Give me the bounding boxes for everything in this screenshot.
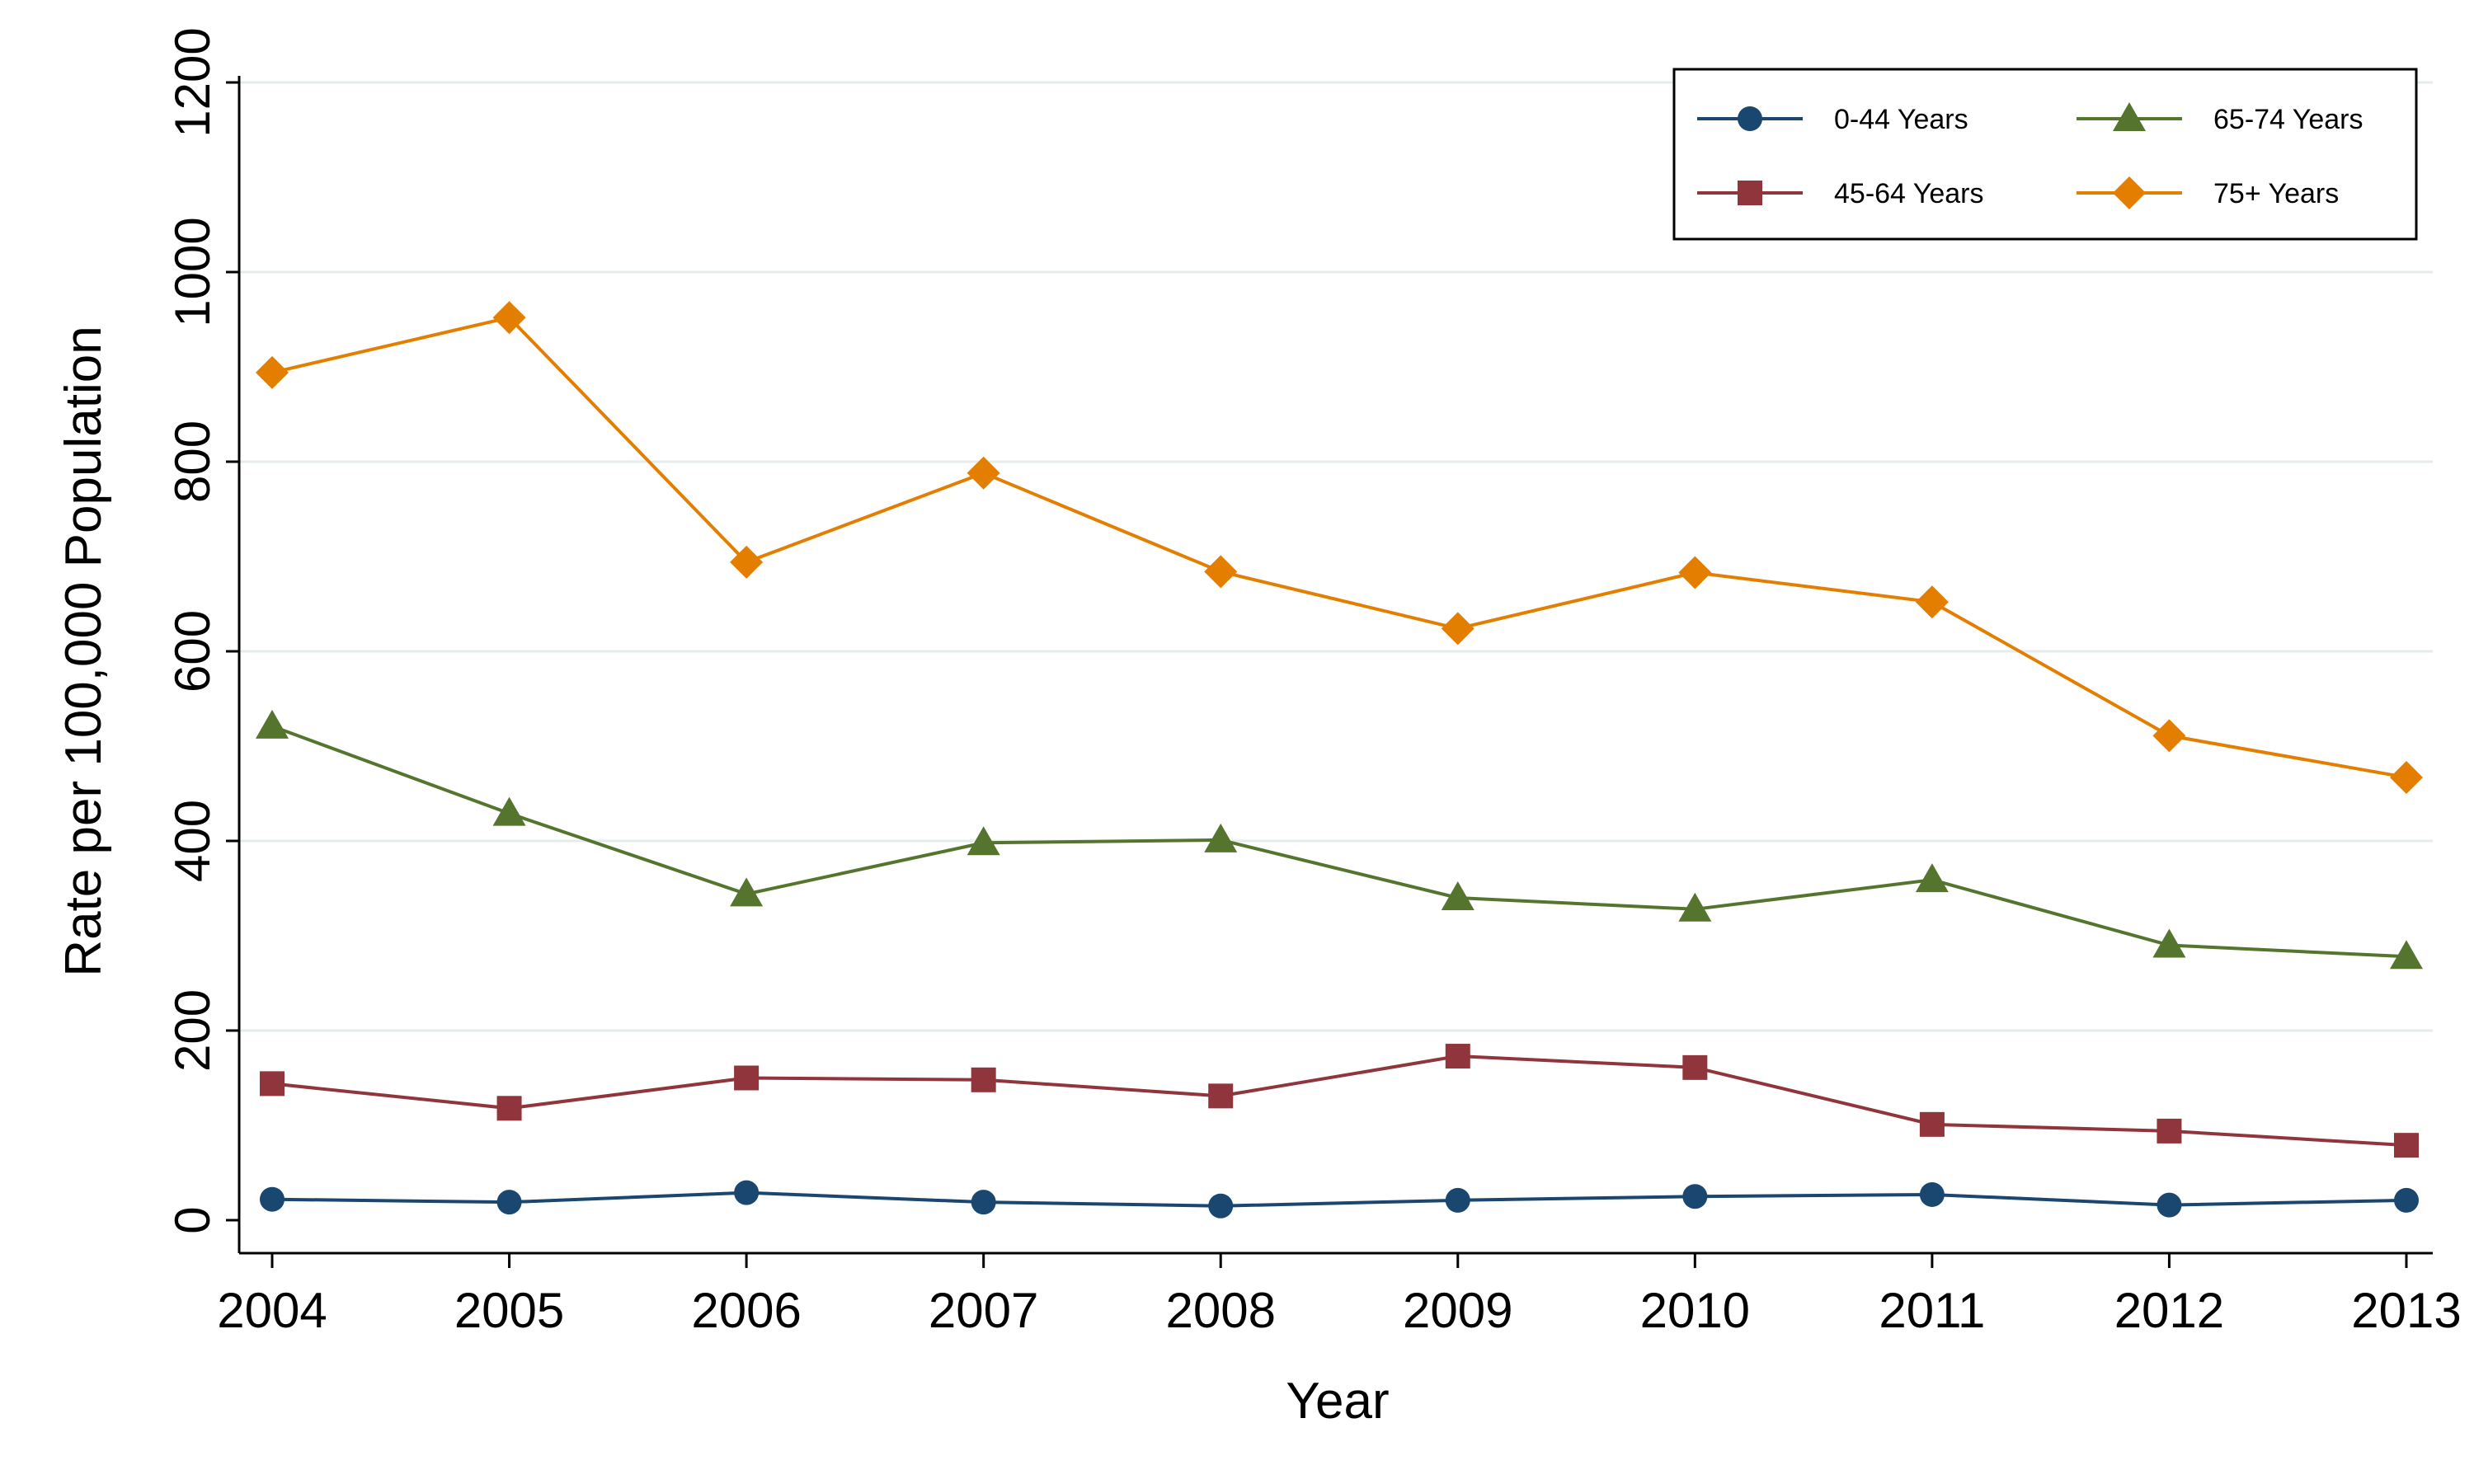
data-point [971, 1190, 996, 1215]
data-point [1678, 556, 1712, 589]
y-tick-label: 1200 [165, 27, 220, 137]
x-axis-title: Year [1286, 1373, 1389, 1430]
series-0-44-years [260, 1180, 2419, 1219]
data-point [1678, 892, 1712, 922]
data-point [2390, 760, 2423, 794]
x-tick-label: 2011 [1879, 1283, 1985, 1338]
legend-marker [2113, 102, 2146, 131]
legend-item: 0-44 Years [1697, 104, 1968, 135]
data-point [971, 1067, 996, 1092]
data-point [492, 796, 526, 826]
data-point [1915, 863, 1949, 893]
legend-box [1672, 68, 2418, 241]
legend-label: 45-64 Years [1834, 178, 1984, 209]
data-point [2152, 928, 2186, 958]
legend-marker [1738, 106, 1762, 131]
x-tick-label: 2009 [1403, 1283, 1512, 1338]
x-tick-label: 2008 [1165, 1283, 1275, 1338]
y-tick-label: 400 [165, 800, 220, 882]
data-point [2394, 1133, 2419, 1158]
data-point [260, 1071, 285, 1097]
data-point [1445, 1187, 1470, 1213]
data-point [492, 301, 526, 335]
legend-item: 75+ Years [2077, 176, 2339, 209]
x-tick-label: 2007 [929, 1283, 1038, 1338]
x-tick-label: 2013 [2351, 1283, 2461, 1338]
data-point [967, 456, 1000, 490]
axes: 0 200 400 600 800 1000 1200 2004 2005 2006 2007 200… [165, 27, 2462, 1338]
legend-label: 65-74 Years [2213, 104, 2363, 135]
series-line [271, 1190, 2407, 1208]
data-point [1441, 612, 1475, 646]
data-point [496, 1190, 522, 1215]
data-point [730, 545, 764, 579]
y-tick-label: 0 [165, 1206, 220, 1233]
data-point [734, 1180, 760, 1205]
legend-marker [2113, 176, 2146, 209]
data-point [1915, 585, 1949, 619]
data-point [1208, 1193, 1234, 1219]
series-group [256, 301, 2423, 1219]
legend-item: 65-74 Years [2077, 102, 2363, 135]
series-line [271, 315, 2407, 779]
x-tick-label: 2004 [217, 1283, 327, 1338]
y-tick-label: 200 [165, 989, 220, 1072]
data-point [260, 1186, 285, 1212]
data-point [1445, 1044, 1470, 1069]
legend-label: 75+ Years [2213, 178, 2339, 209]
series-65-74-years [256, 709, 2423, 970]
data-point [2157, 1192, 2182, 1218]
data-point [1204, 555, 1238, 589]
data-point [967, 826, 1000, 856]
x-tick-label: 2005 [454, 1283, 564, 1338]
data-point [2152, 719, 2186, 753]
legend-label: 0-44 Years [1834, 104, 1968, 135]
series-45-64-years [260, 1044, 2419, 1158]
y-tick-label: 800 [165, 420, 220, 503]
series-line [271, 1054, 2407, 1148]
series-75-years [256, 301, 2423, 794]
data-point [2390, 940, 2423, 970]
series-line [271, 724, 2407, 959]
data-point [1682, 1054, 1708, 1080]
data-point [1204, 823, 1238, 852]
data-point [1919, 1111, 1945, 1137]
data-point [2157, 1118, 2182, 1144]
x-tick-label: 2010 [1640, 1283, 1750, 1338]
y-axis-title: Rate per 100,000 Population [55, 326, 112, 976]
y-tick-label: 600 [165, 610, 220, 693]
legend-marker [1738, 181, 1762, 205]
legend: 0-44 Years 45-64 Years 65-74 Years 75+ Year… [1672, 68, 2418, 241]
legend-item: 45-64 Years [1697, 178, 1984, 209]
data-point [256, 709, 289, 739]
data-point [1208, 1083, 1234, 1109]
x-tick-label: 2012 [2114, 1283, 2224, 1338]
x-tick-label: 2006 [691, 1283, 801, 1338]
data-point [1919, 1181, 1945, 1207]
data-point [1441, 881, 1475, 910]
data-point [730, 877, 764, 907]
data-point [734, 1065, 760, 1091]
data-point [1682, 1184, 1708, 1209]
data-point [496, 1096, 522, 1121]
y-tick-label: 1000 [165, 217, 220, 326]
data-point [256, 355, 289, 389]
data-point [2394, 1187, 2419, 1213]
